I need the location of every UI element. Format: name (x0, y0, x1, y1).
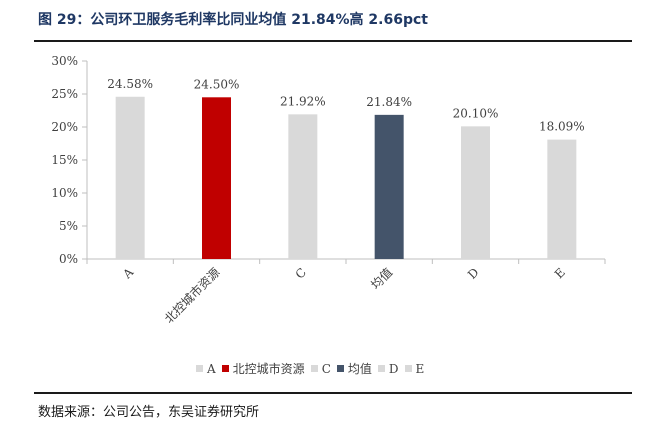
category-label: E (552, 265, 568, 281)
bar (374, 114, 404, 259)
legend-label: 北控城市资源 (232, 362, 305, 376)
category-label: 均值 (368, 265, 396, 293)
legend-label: C (321, 361, 331, 376)
source-note: 数据来源：公司公告，东吴证券研究所 (38, 405, 260, 420)
bar (202, 97, 231, 259)
legend-swatch (310, 365, 318, 372)
data-label: 18.09% (539, 120, 585, 134)
category-label: A (120, 265, 137, 282)
y-tick-label: 30% (51, 54, 78, 68)
legend-item: 北控城市资源 (221, 360, 305, 377)
legend-item: 均值 (336, 360, 372, 377)
legend-label: 均值 (347, 362, 372, 376)
category-label: C (293, 265, 309, 281)
legend-item: E (404, 361, 425, 376)
legend-item: C (310, 361, 331, 376)
bar (461, 126, 490, 259)
data-label: 21.92% (280, 94, 326, 108)
data-label: 21.84% (366, 95, 412, 109)
chart-title: 图 29：公司环卫服务毛利率比同业均值 21.84%高 2.66pct (38, 12, 428, 28)
data-label: 20.10% (453, 106, 499, 120)
category-label: D (465, 265, 482, 282)
chart-legend: A 北控城市资源 C 均值 D E (196, 360, 430, 377)
bar (288, 114, 318, 259)
legend-swatch (196, 365, 203, 372)
legend-item: A (196, 362, 216, 376)
y-tick-label: 20% (51, 120, 78, 134)
top-rule (34, 40, 632, 42)
legend-swatch (377, 365, 385, 372)
legend-label: E (415, 361, 425, 376)
category-label: 北控城市资源 (161, 265, 223, 327)
y-tick-label: 0% (59, 252, 78, 266)
legend-swatch (404, 365, 412, 372)
legend-swatch (336, 365, 344, 372)
bottom-rule (34, 392, 632, 394)
y-tick-label: 5% (59, 219, 78, 233)
legend-swatch (221, 365, 229, 372)
legend-item: D (377, 361, 399, 376)
data-label: 24.50% (194, 77, 240, 91)
bar (115, 96, 145, 259)
data-label: 24.58% (107, 77, 153, 91)
legend-label: D (388, 361, 399, 376)
y-tick-label: 25% (51, 87, 78, 101)
legend-label: A (207, 361, 216, 376)
y-tick-label: 15% (51, 153, 78, 167)
bar (547, 139, 577, 259)
y-tick-label: 10% (51, 186, 78, 200)
